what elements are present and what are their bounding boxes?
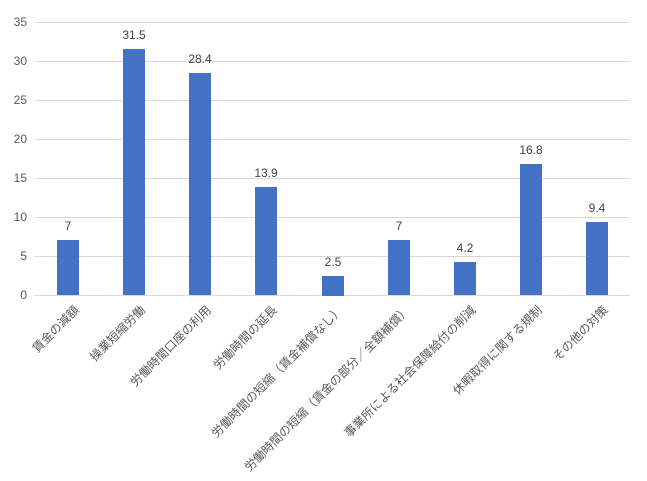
data-label-8: 16.8 xyxy=(519,143,543,157)
bar-3 xyxy=(189,73,211,295)
x-tick-label-5: 労働時間の短縮（賃金補償なし） xyxy=(208,303,346,441)
y-tick-label: 35 xyxy=(13,15,27,29)
y-tick-label: 30 xyxy=(13,54,27,68)
bar-2 xyxy=(123,49,145,295)
data-label-9: 9.4 xyxy=(588,201,606,215)
gridline-y-10 xyxy=(35,217,630,218)
bar-7 xyxy=(454,262,476,295)
bar-1 xyxy=(57,240,79,295)
y-tick-label: 20 xyxy=(13,132,27,146)
bar-6 xyxy=(388,240,410,295)
data-label-7: 4.2 xyxy=(456,241,474,255)
gridline-y-35 xyxy=(35,22,630,23)
x-tick-label-4: 労働時間の延長 xyxy=(210,303,280,373)
x-tick-label-7: 事業所による社会保障給付の削減 xyxy=(341,303,479,440)
y-tick-label: 0 xyxy=(20,288,27,302)
y-tick-label: 10 xyxy=(13,210,27,224)
gridline-y-30 xyxy=(35,61,630,62)
data-label-2: 31.5 xyxy=(122,28,146,42)
gridline-y-5 xyxy=(35,256,630,257)
y-tick-label: 5 xyxy=(20,249,27,263)
gridline-y-25 xyxy=(35,100,630,101)
x-tick-label-1: 賃金の減額 xyxy=(29,303,82,356)
data-label-3: 28.4 xyxy=(188,52,212,66)
bar-5 xyxy=(322,276,344,296)
gridline-y-20 xyxy=(35,139,630,140)
y-tick-label: 25 xyxy=(13,93,27,107)
x-tick-label-9: その他の対策 xyxy=(550,303,611,364)
y-tick-label: 15 xyxy=(13,171,27,185)
data-label-4: 13.9 xyxy=(254,166,278,180)
bar-9 xyxy=(586,222,608,295)
bar-8 xyxy=(520,164,542,295)
x-tick-label-2: 操業短縮労働 xyxy=(87,303,148,364)
bar-4 xyxy=(255,187,277,295)
data-label-5: 2.5 xyxy=(324,255,342,269)
data-label-1: 7 xyxy=(64,219,72,233)
gridline-y-15 xyxy=(35,178,630,179)
data-label-6: 7 xyxy=(395,219,403,233)
